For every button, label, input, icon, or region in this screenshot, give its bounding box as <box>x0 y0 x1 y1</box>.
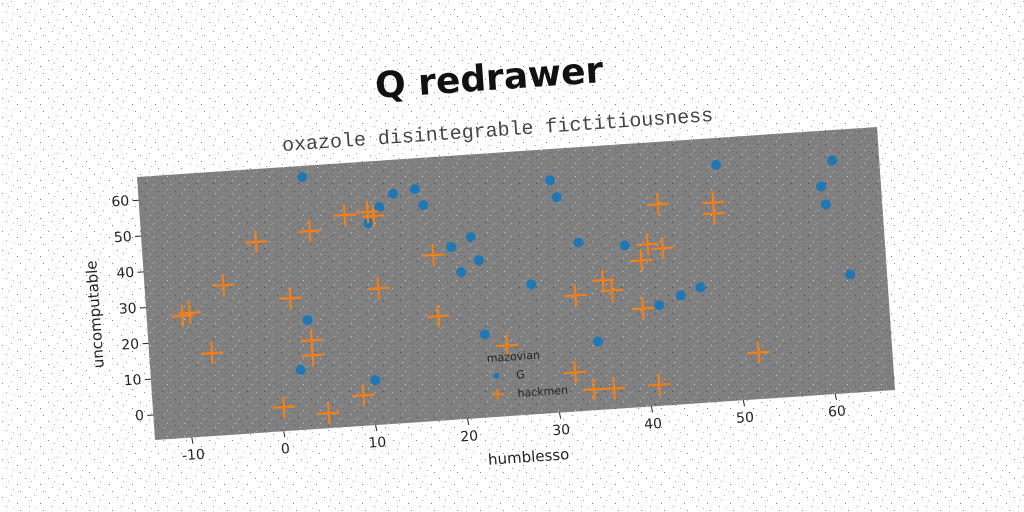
y-tick-label: 30 <box>118 301 137 318</box>
point <box>279 287 302 310</box>
legend-marker <box>491 388 504 401</box>
point <box>582 378 605 401</box>
x-tick-label: 50 <box>736 410 755 427</box>
point <box>651 237 674 260</box>
legend-label: hackmen <box>517 384 568 400</box>
legend-label: G <box>516 368 525 382</box>
point <box>636 233 659 256</box>
point <box>816 181 827 192</box>
point <box>619 240 630 251</box>
point <box>297 171 308 182</box>
point <box>545 175 556 186</box>
point <box>648 373 671 396</box>
point <box>564 284 587 307</box>
legend-item: G <box>493 368 525 382</box>
point <box>388 188 399 199</box>
x-tick-label: 20 <box>460 428 479 445</box>
point <box>374 202 385 213</box>
x-tick <box>283 431 286 438</box>
point <box>212 274 235 297</box>
point <box>301 344 324 367</box>
point <box>363 218 374 229</box>
point <box>352 384 375 407</box>
point <box>600 279 624 302</box>
x-axis-label: humblesso <box>487 445 569 469</box>
legend-item: hackmen <box>491 384 568 401</box>
point <box>479 329 490 340</box>
point <box>495 334 518 357</box>
y-tick-label: 0 <box>135 408 145 425</box>
point <box>356 201 379 224</box>
point <box>272 396 295 419</box>
x-tick-label: -10 <box>182 447 206 465</box>
x-tick-label: 0 <box>280 441 290 458</box>
x-tick <box>650 406 654 413</box>
point <box>456 267 467 278</box>
y-tick-label: 10 <box>123 372 142 389</box>
point <box>654 300 665 311</box>
point <box>422 244 445 267</box>
point <box>244 230 268 253</box>
point <box>473 255 484 266</box>
point <box>675 290 686 301</box>
point <box>367 277 390 300</box>
point <box>317 402 340 425</box>
point <box>302 315 313 326</box>
x-tick <box>558 412 562 419</box>
point <box>646 193 669 216</box>
x-tick <box>467 418 470 425</box>
plot-area <box>137 127 895 440</box>
y-tick-label: 60 <box>111 193 130 210</box>
x-tick-label: 40 <box>644 416 663 433</box>
y-tick-label: 40 <box>116 265 135 282</box>
point <box>178 301 201 324</box>
point <box>526 279 537 290</box>
point <box>551 192 562 203</box>
x-tick-label: 60 <box>828 403 847 420</box>
point <box>362 204 385 228</box>
point <box>333 204 356 227</box>
point <box>592 336 603 347</box>
x-tick-label: 10 <box>368 435 387 452</box>
point <box>630 249 653 272</box>
point <box>465 232 476 243</box>
x-tick <box>834 393 837 401</box>
point <box>711 159 722 170</box>
point <box>603 377 626 400</box>
point <box>573 237 584 248</box>
point <box>631 297 654 320</box>
legend-title: mazovian <box>486 349 540 366</box>
y-tick-label: 20 <box>121 336 140 353</box>
point <box>418 200 429 211</box>
point <box>370 375 381 386</box>
point <box>409 184 420 195</box>
legend-marker <box>493 372 500 379</box>
point <box>702 202 725 225</box>
x-tick <box>375 424 378 432</box>
point <box>564 361 587 384</box>
point <box>747 341 770 364</box>
point <box>295 365 306 376</box>
x-tick-label: 30 <box>552 422 571 439</box>
point <box>820 199 831 210</box>
point <box>845 269 856 280</box>
point <box>427 305 450 328</box>
point <box>827 155 838 166</box>
plot-layer: -10 0 10 20 30 40 50 60 0 10 20 30 40 50 60 mazovian Gha… <box>111 155 856 465</box>
x-tick <box>742 400 746 407</box>
point <box>298 220 321 243</box>
point <box>695 282 706 293</box>
x-tick <box>191 437 194 444</box>
point <box>200 342 223 365</box>
point <box>446 242 457 253</box>
y-tick-label: 50 <box>113 229 132 246</box>
